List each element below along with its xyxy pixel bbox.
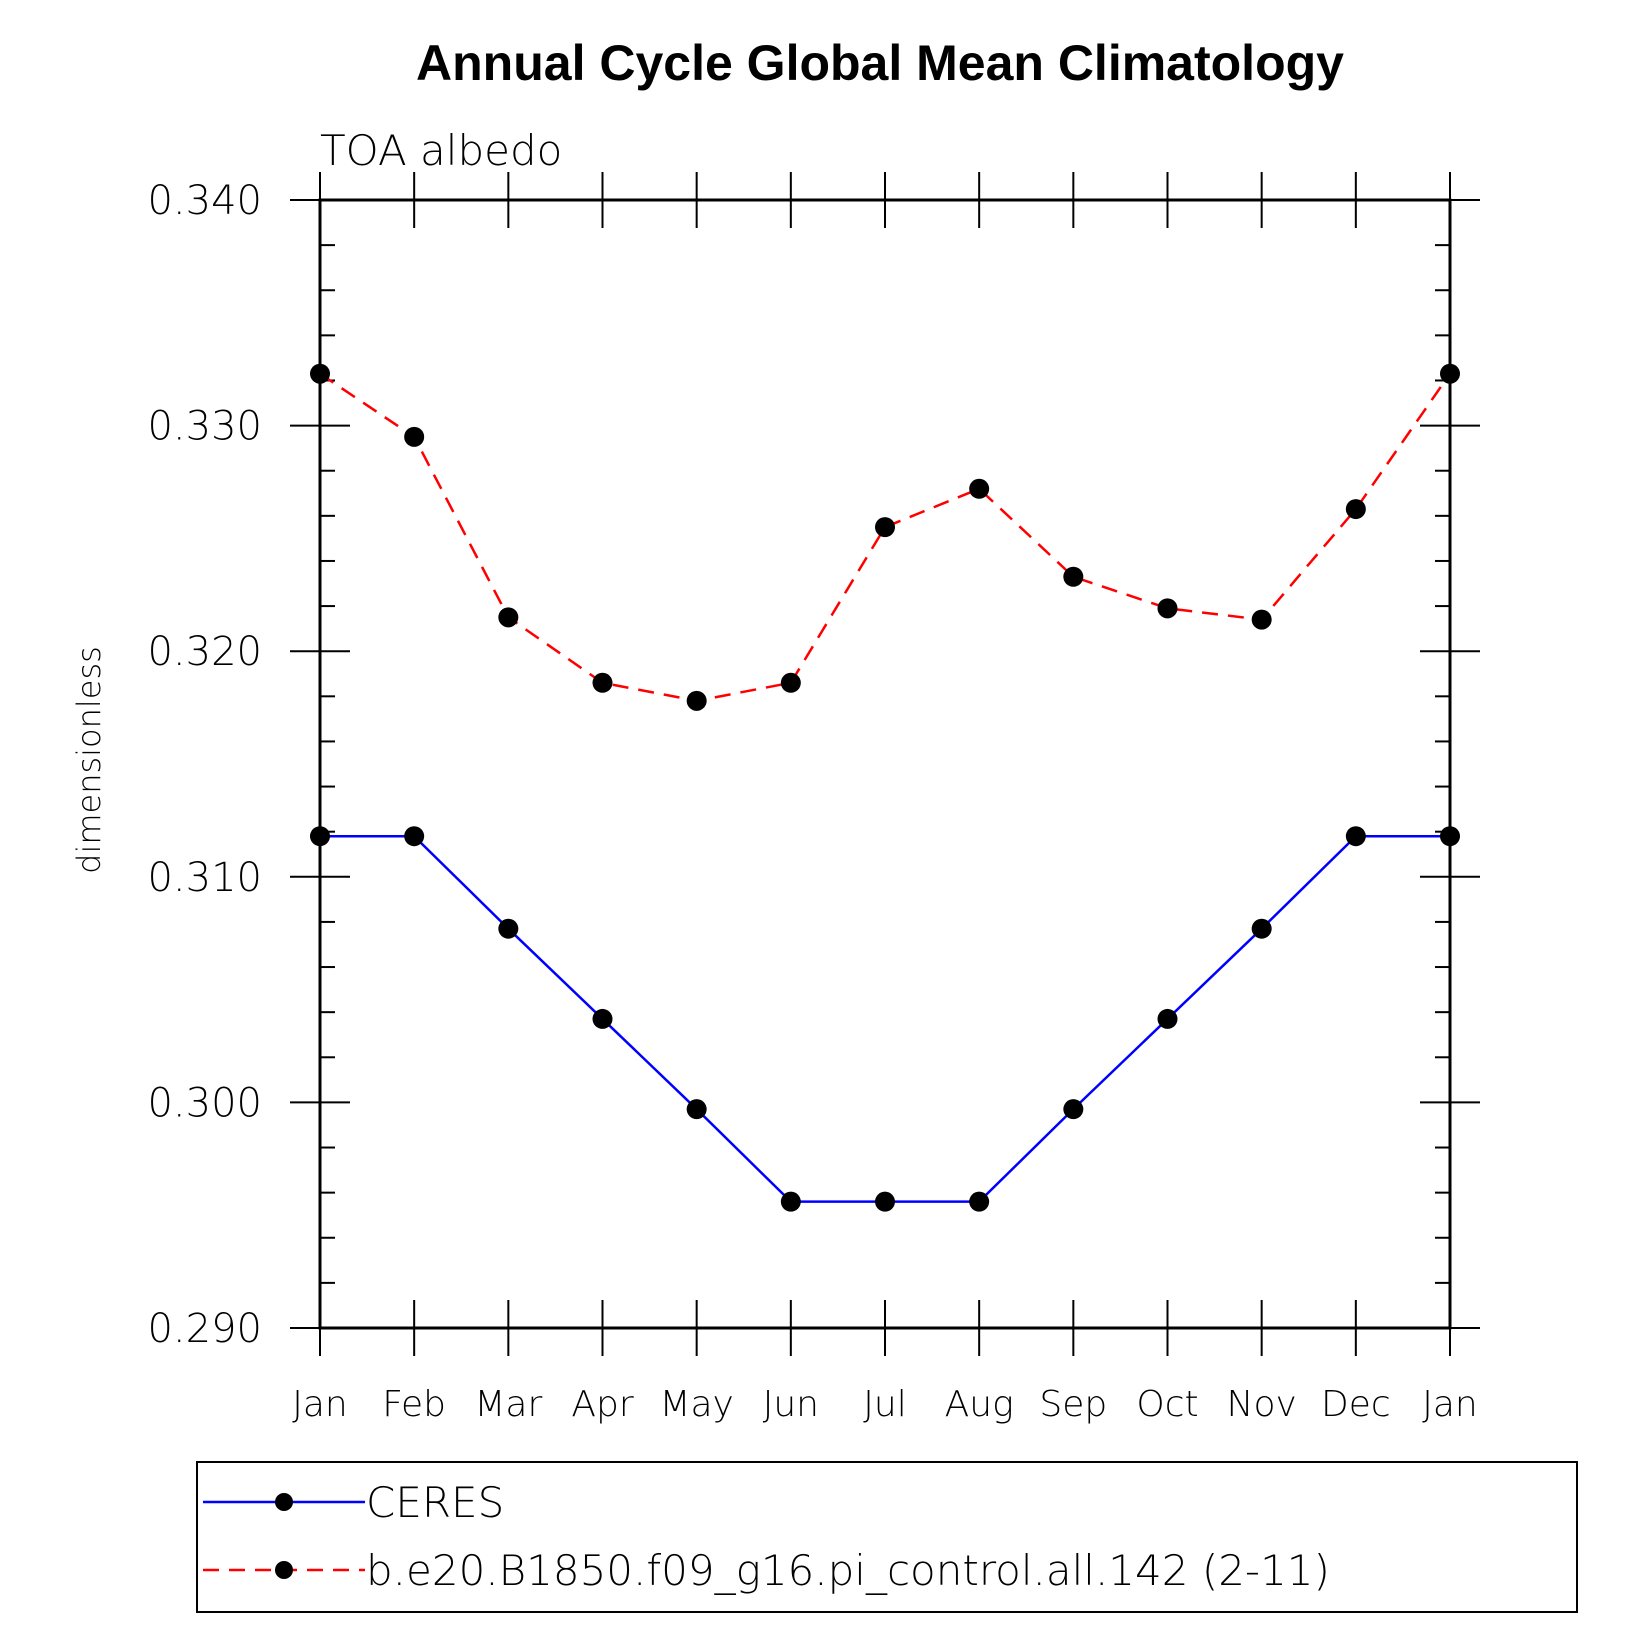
- series-0-point: [592, 1008, 613, 1029]
- y-tick-label: 0.290: [147, 1306, 262, 1352]
- x-tick-label: Jun: [763, 1384, 819, 1425]
- series-1-point: [686, 690, 707, 711]
- x-tick-labels: Jan Feb Mar Apr May Jun Jul Aug Sep Oct Nov Dec Jan: [292, 1384, 1478, 1425]
- series-0-point: [969, 1191, 990, 1212]
- series-0-point: [1345, 826, 1366, 847]
- y-tick-label: 0.310: [147, 855, 262, 901]
- series-0-point: [404, 826, 425, 847]
- legend-model-marker: [275, 1561, 293, 1579]
- x-tick-label: Jan: [292, 1384, 348, 1425]
- series-1-point: [1063, 566, 1084, 587]
- x-tick-label: Feb: [382, 1384, 446, 1425]
- x-tick-label: Aug: [945, 1384, 1014, 1425]
- y-tick-label: 0.320: [147, 629, 262, 675]
- chart-title: Annual Cycle Global Mean Climatology: [416, 35, 1344, 91]
- series-0-point: [1063, 1099, 1084, 1120]
- x-tick-label: Dec: [1321, 1384, 1391, 1425]
- series-1-point: [592, 672, 613, 693]
- legend-box: [196, 1461, 1578, 1613]
- axis-ticks: [290, 172, 1480, 1356]
- x-tick-label: Sep: [1039, 1384, 1107, 1425]
- x-tick-label: Jan: [1422, 1384, 1478, 1425]
- series-line-1: [319, 372, 1452, 703]
- series-1-point: [1157, 598, 1178, 619]
- series-0-point: [1251, 918, 1272, 939]
- y-tick-label: 0.340: [147, 178, 262, 224]
- x-tick-label: Apr: [571, 1384, 633, 1425]
- x-tick-label: Nov: [1227, 1384, 1297, 1425]
- legend-ceres-marker: [275, 1493, 293, 1511]
- series-1-point: [1251, 609, 1272, 630]
- series-0-point: [686, 1099, 707, 1120]
- series-0-point: [1157, 1008, 1178, 1029]
- legend: CERES b.e20.B1850.f09_g16.pi_control.all…: [196, 1461, 1578, 1613]
- series-1-point: [1345, 499, 1366, 520]
- series-0-point: [875, 1191, 895, 1212]
- series-1-point: [969, 478, 990, 499]
- series-0-point: [498, 918, 519, 939]
- series-0-point: [780, 1191, 801, 1212]
- series-1-point: [404, 426, 425, 447]
- legend-ceres-label: CERES: [366, 1478, 504, 1527]
- series-1-point: [780, 672, 801, 693]
- y-tick-labels: 0.290 0.300 0.310 0.320 0.330 0.340: [147, 178, 262, 1352]
- chart-subtitle: TOA albedo: [320, 126, 562, 175]
- y-axis-label: dimensionless: [70, 646, 108, 874]
- series-1-point: [875, 517, 895, 538]
- y-tick-label: 0.330: [147, 404, 262, 450]
- x-tick-label: Mar: [474, 1384, 542, 1425]
- x-tick-label: Oct: [1136, 1384, 1198, 1425]
- y-tick-label: 0.300: [147, 1080, 262, 1126]
- series-line-0: [320, 834, 1450, 1203]
- series-1-point: [498, 607, 519, 628]
- x-tick-label: May: [659, 1384, 733, 1425]
- plot-frame: [318, 198, 1452, 1330]
- x-tick-label: Jul: [863, 1384, 906, 1425]
- series-layer: [310, 363, 1460, 1212]
- legend-model-label: b.e20.B1850.f09_g16.pi_control.all.142 (…: [366, 1546, 1330, 1595]
